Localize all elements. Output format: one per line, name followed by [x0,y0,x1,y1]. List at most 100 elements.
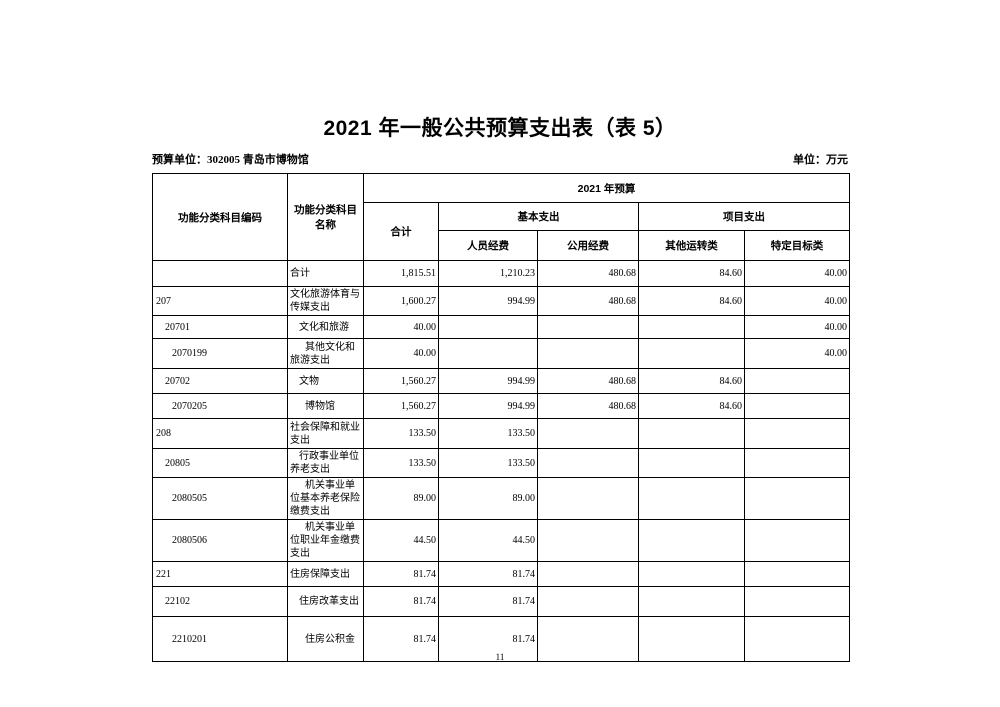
budget-unit-label: 预算单位：302005 青岛市博物馆 [152,154,309,166]
personnel-cell: 81.74 [438,616,538,662]
specific-target-cell: 40.00 [743,338,851,369]
table-row: 20805 行政事业单位养老支出 133.50 133.50 [152,448,851,478]
col-header-personnel-funds: 人员经费 [438,230,538,261]
total-cell: 133.50 [363,418,439,449]
table-row: 207 文化旅游体育与传媒支出 1,600.27 994.99 480.68 8… [152,286,851,316]
name-cell: 其他文化和旅游支出 [287,338,364,369]
specific-target-cell [743,586,851,617]
table-row: 208 社会保障和就业支出 133.50 133.50 [152,418,851,449]
specific-target-cell: 40.00 [743,260,851,287]
code-cell: 22102 [152,586,288,617]
total-cell: 44.50 [363,519,439,562]
other-operation-cell: 84.60 [638,393,745,419]
page-number: 11 [495,652,505,662]
code-cell: 2210201 [152,616,288,662]
page-title: 2021 年一般公共预算支出表（表 5） [323,117,677,140]
personnel-cell [438,338,538,369]
col-header-specific-target: 特定目标类 [743,230,851,261]
col-header-basic-expenditure: 基本支出 [438,202,639,231]
col-header-name: 功能分类科目名称 [287,173,364,261]
personnel-cell: 994.99 [438,286,538,316]
col-header-budget-year: 2021 年预算 [362,173,851,203]
name-cell: 机关事业单位基本养老保险缴费支出 [287,477,364,520]
name-cell: 住房保障支出 [287,561,364,587]
public-cell [537,338,639,369]
other-operation-cell [638,519,745,562]
personnel-cell: 133.50 [438,418,538,449]
public-cell: 480.68 [537,260,639,287]
personnel-cell: 994.99 [438,368,538,394]
table-row: 合计 1,815.51 1,210.23 480.68 84.60 40.00 [152,260,851,287]
total-cell: 89.00 [363,477,439,520]
name-cell: 机关事业单位职业年金缴费支出 [287,519,364,562]
specific-target-cell [743,477,851,520]
public-cell [537,616,639,662]
other-operation-cell: 84.60 [638,368,745,394]
table-row: 221 住房保障支出 81.74 81.74 [152,561,851,587]
other-operation-cell: 84.60 [638,260,745,287]
table-row: 2080506 机关事业单位职业年金缴费支出 44.50 44.50 [152,519,851,562]
code-cell: 2080505 [152,477,288,520]
total-cell: 1,815.51 [363,260,439,287]
col-header-total: 合计 [363,202,439,261]
total-cell: 1,600.27 [363,286,439,316]
public-cell [537,477,639,520]
personnel-cell: 133.50 [438,448,538,478]
code-cell: 2070205 [152,393,288,419]
table-row: 2210201 住房公积金 81.74 81.74 [152,616,851,662]
code-cell: 20805 [152,448,288,478]
public-cell [537,519,639,562]
public-cell: 480.68 [537,286,639,316]
public-cell [537,448,639,478]
other-operation-cell [638,315,745,339]
unit-label: 单位：万元 [793,154,848,166]
personnel-cell: 89.00 [438,477,538,520]
table-row: 2070205 博物馆 1,560.27 994.99 480.68 84.60 [152,393,851,419]
total-cell: 81.74 [363,586,439,617]
other-operation-cell [638,586,745,617]
table-row: 2070199 其他文化和旅游支出 40.00 40.00 [152,338,851,369]
public-cell [537,561,639,587]
specific-target-cell [743,418,851,449]
specific-target-cell: 40.00 [743,286,851,316]
col-header-code: 功能分类科目编码 [152,173,288,261]
budget-table: 功能分类科目编码 功能分类科目名称 2021 年预算 合计 基本支出 项目支出 … [152,173,851,662]
name-cell: 文物 [287,368,364,394]
specific-target-cell [743,519,851,562]
name-cell: 文化和旅游 [287,315,364,339]
public-cell [537,418,639,449]
table-row: 20702 文物 1,560.27 994.99 480.68 84.60 [152,368,851,394]
name-cell: 文化旅游体育与传媒支出 [287,286,364,316]
col-header-project-expenditure: 项目支出 [637,202,851,231]
code-cell: 208 [152,418,288,449]
other-operation-cell [638,616,745,662]
col-header-public-funds: 公用经费 [537,230,639,261]
name-cell: 合计 [287,260,364,287]
code-cell: 221 [152,561,288,587]
code-cell: 20701 [152,315,288,339]
meta-row: 预算单位：302005 青岛市博物馆 单位：万元 [152,151,848,167]
personnel-cell: 81.74 [438,586,538,617]
specific-target-cell [743,561,851,587]
name-cell: 住房改革支出 [287,586,364,617]
other-operation-cell [638,338,745,369]
public-cell: 480.68 [537,393,639,419]
code-cell [152,260,288,287]
code-cell: 20702 [152,368,288,394]
total-cell: 1,560.27 [363,393,439,419]
total-cell: 40.00 [363,315,439,339]
specific-target-cell [743,393,851,419]
total-cell: 133.50 [363,448,439,478]
table-row: 22102 住房改革支出 81.74 81.74 [152,586,851,617]
specific-target-cell [743,616,851,662]
specific-target-cell: 40.00 [743,315,851,339]
personnel-cell: 994.99 [438,393,538,419]
col-header-other-operation: 其他运转类 [638,230,745,261]
personnel-cell: 1,210.23 [438,260,538,287]
personnel-cell: 44.50 [438,519,538,562]
other-operation-cell: 84.60 [638,286,745,316]
code-cell: 2080506 [152,519,288,562]
public-cell: 480.68 [537,368,639,394]
name-cell: 社会保障和就业支出 [287,418,364,449]
other-operation-cell [638,477,745,520]
